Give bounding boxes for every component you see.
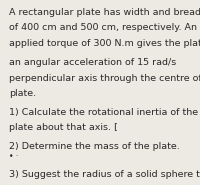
Text: 3) Suggest the radius of a solid sphere that: 3) Suggest the radius of a solid sphere … <box>9 170 200 179</box>
Text: plate.: plate. <box>9 89 36 98</box>
Text: A rectangular plate has width and breadth: A rectangular plate has width and breadt… <box>9 8 200 17</box>
Text: of 400 cm and 500 cm, respectively. An: of 400 cm and 500 cm, respectively. An <box>9 23 197 33</box>
Text: an angular acceleration of 15 rad/s: an angular acceleration of 15 rad/s <box>9 58 176 68</box>
Text: 1) Calculate the rotational inertia of the: 1) Calculate the rotational inertia of t… <box>9 108 198 117</box>
Text: an angular acceleration of 15 rad/s: an angular acceleration of 15 rad/s <box>9 58 176 68</box>
Text: • ·: • · <box>9 152 18 161</box>
Text: plate about that axis. [: plate about that axis. [ <box>9 123 118 132</box>
Text: applied torque of 300 N.m gives the plate: applied torque of 300 N.m gives the plat… <box>9 39 200 48</box>
Text: perpendicular axis through the centre of the: perpendicular axis through the centre of… <box>9 74 200 83</box>
Text: 2) Determine the mass of the plate.: 2) Determine the mass of the plate. <box>9 142 180 152</box>
